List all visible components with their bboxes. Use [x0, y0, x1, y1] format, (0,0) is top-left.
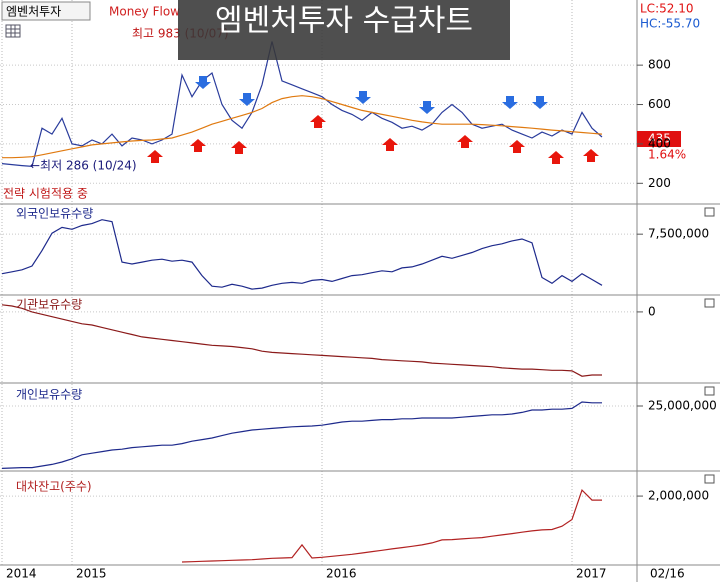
change-label: 1.64%	[648, 148, 686, 162]
x-tick-label: 2015	[76, 567, 107, 581]
y-tick-label: 800	[648, 58, 671, 72]
x-tick-label: 2016	[326, 567, 357, 581]
overlay-box	[178, 0, 510, 60]
y-tick-label: 25,000,000	[648, 399, 717, 413]
overlay-title: 엠벤처투자 수급차트	[215, 4, 473, 39]
series-line	[1, 401, 602, 469]
last-price: 435	[648, 132, 671, 146]
buy-arrow	[231, 141, 247, 154]
indicator-name: Money Flow	[109, 5, 180, 19]
buy-arrow	[583, 149, 599, 162]
sell-arrow	[532, 96, 548, 109]
buy-signals	[147, 115, 599, 164]
series-line	[1, 304, 602, 377]
grid-icon[interactable]	[5, 24, 21, 38]
y-tick-label: 0	[648, 304, 656, 318]
sell-signals	[195, 76, 548, 114]
last-date: 02/16	[650, 567, 685, 581]
buy-arrow	[190, 139, 206, 152]
lc-label: LC:52.10	[640, 2, 693, 16]
series-line	[2, 95, 603, 159]
y-tick-label: 7,500,000	[648, 227, 709, 241]
panel-title: 기관보유수량	[16, 298, 82, 312]
x-tick-label: 2017	[576, 567, 607, 581]
stock-tab[interactable]	[1, 1, 91, 21]
buy-arrow	[548, 151, 564, 164]
panel-title: 개인보유수량	[16, 388, 82, 402]
y-tick-label: 600	[648, 97, 671, 111]
sell-arrow	[419, 101, 435, 114]
y-tick-label: 200	[648, 176, 671, 190]
x-tick-label: 2014	[6, 567, 37, 581]
series-line	[1, 219, 603, 290]
y-tick-label: 400	[648, 136, 671, 150]
series-line	[181, 488, 602, 563]
plot-layer	[1, 41, 603, 563]
buy-arrow	[310, 115, 326, 128]
y-tick-label: 2,000,000	[648, 489, 709, 503]
strategy-note: 전략 시험적용 중	[3, 187, 88, 201]
buy-arrow	[509, 140, 525, 153]
panel-title: 외국인보유수량	[16, 207, 93, 221]
sell-arrow	[239, 93, 255, 106]
sell-arrow	[195, 76, 211, 89]
stock-name: 엠벤처투자	[6, 5, 61, 19]
low-label: ←최저 286 (10/24)	[30, 159, 137, 173]
buy-arrow	[457, 135, 473, 148]
grid-layer	[0, 0, 637, 565]
buy-arrow	[147, 150, 163, 163]
last-price-box	[637, 131, 681, 147]
panel-title: 대차잔고(주수)	[16, 480, 92, 494]
hc-label: HC:-55.70	[640, 17, 700, 31]
close-buttons[interactable]	[704, 207, 715, 484]
sell-arrow	[502, 96, 518, 109]
buy-arrow	[382, 138, 398, 151]
sell-arrow	[355, 91, 371, 104]
